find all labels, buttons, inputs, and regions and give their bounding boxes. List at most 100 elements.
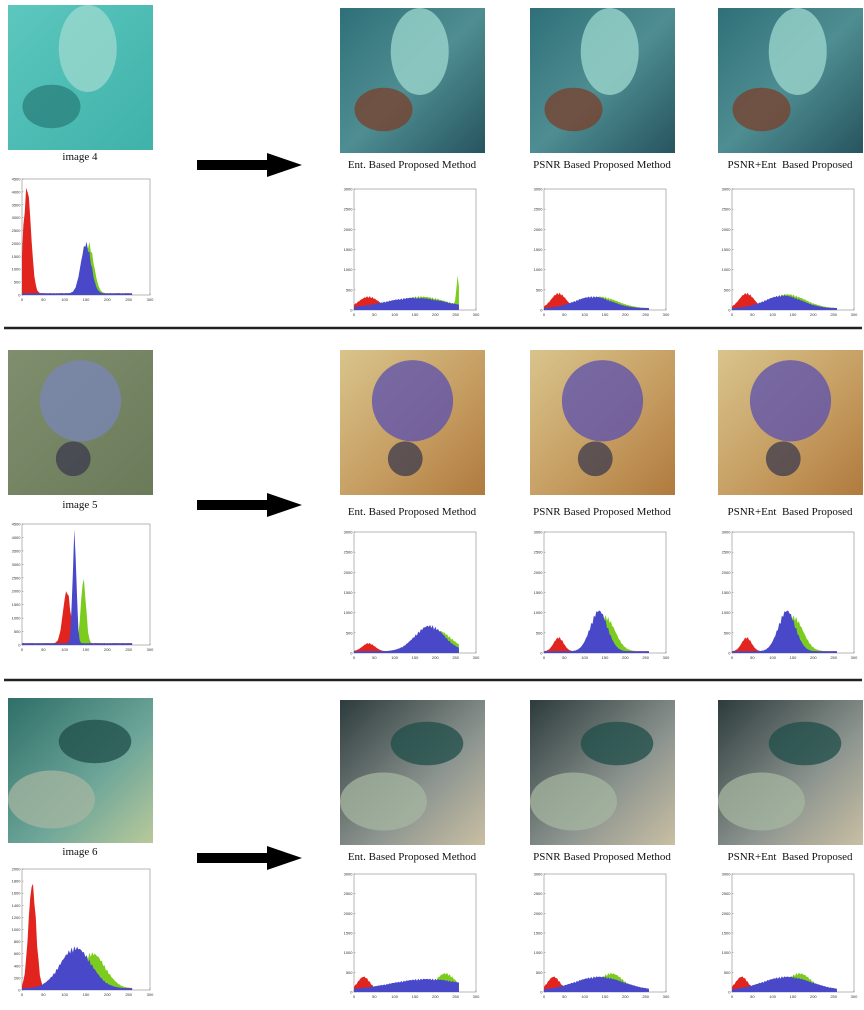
y-tick-label: 2000 xyxy=(534,570,544,575)
page: {"rows": [ {"input": {"label": "image 4"… xyxy=(0,0,864,1005)
y-tick-label: 2000 xyxy=(344,570,354,575)
x-tick-label: 300 xyxy=(473,994,480,999)
x-tick-label: 50 xyxy=(41,992,46,997)
x-tick-label: 100 xyxy=(61,992,68,997)
method-caption: Ent. Based Proposed Method xyxy=(348,506,477,518)
y-tick-label: 500 xyxy=(724,970,731,975)
y-tick-label: 1500 xyxy=(344,931,354,936)
x-tick-label: 200 xyxy=(104,647,111,652)
y-tick-label: 2000 xyxy=(344,911,354,916)
x-tick-label: 100 xyxy=(769,312,776,317)
photo-detail xyxy=(23,85,81,129)
y-tick-label: 500 xyxy=(346,287,353,292)
arrow xyxy=(197,846,302,870)
x-tick-label: 50 xyxy=(41,647,46,652)
y-tick-label: 2500 xyxy=(344,207,354,212)
arrow xyxy=(197,493,302,517)
photo-detail xyxy=(8,771,95,829)
photo-detail xyxy=(391,722,464,766)
x-tick-label: 250 xyxy=(452,655,459,660)
x-tick-label: 150 xyxy=(83,647,90,652)
y-tick-label: 3000 xyxy=(344,530,354,535)
x-tick-label: 250 xyxy=(642,312,649,317)
y-tick-label: 3500 xyxy=(12,548,22,553)
x-tick-label: 100 xyxy=(769,655,776,660)
y-tick-label: 600 xyxy=(14,951,21,956)
y-tick-label: 2000 xyxy=(722,911,732,916)
y-tick-label: 1000 xyxy=(344,267,354,272)
x-tick-label: 100 xyxy=(391,655,398,660)
x-tick-label: 300 xyxy=(663,312,670,317)
y-tick-label: 1400 xyxy=(12,903,22,908)
input-label: image 4 xyxy=(62,151,98,163)
y-tick-label: 2500 xyxy=(722,550,732,555)
y-tick-label: 4500 xyxy=(12,177,22,182)
y-tick-label: 1000 xyxy=(12,267,22,272)
plot-area xyxy=(544,189,666,310)
x-tick-label: 100 xyxy=(61,647,68,652)
x-tick-label: 100 xyxy=(581,655,588,660)
y-tick-label: 2500 xyxy=(344,550,354,555)
y-tick-label: 3000 xyxy=(344,872,354,877)
method-caption: Ent. Based Proposed Method xyxy=(348,159,477,171)
x-tick-label: 300 xyxy=(851,994,858,999)
method-caption: PSNR Based Proposed Method xyxy=(533,506,671,518)
x-tick-label: 300 xyxy=(147,647,154,652)
x-tick-label: 150 xyxy=(83,992,90,997)
plot-area xyxy=(544,874,666,992)
x-tick-label: 250 xyxy=(830,655,837,660)
plot-area xyxy=(354,874,476,992)
x-tick-label: 50 xyxy=(372,312,377,317)
x-tick-label: 150 xyxy=(83,297,90,302)
x-tick-label: 0 xyxy=(353,655,356,660)
y-tick-label: 800 xyxy=(14,939,21,944)
arrow xyxy=(197,153,302,177)
plot-area xyxy=(354,532,476,653)
photo-detail xyxy=(578,441,613,476)
x-tick-label: 200 xyxy=(104,992,111,997)
y-tick-label: 1000 xyxy=(722,267,732,272)
x-tick-label: 50 xyxy=(750,994,755,999)
x-tick-label: 50 xyxy=(372,655,377,660)
photo-detail xyxy=(388,441,423,476)
y-tick-label: 500 xyxy=(346,970,353,975)
x-tick-label: 100 xyxy=(769,994,776,999)
y-tick-label: 2500 xyxy=(12,228,22,233)
method-caption: PSNR Based Proposed Method xyxy=(533,851,671,863)
x-tick-label: 50 xyxy=(750,312,755,317)
y-tick-label: 1500 xyxy=(344,590,354,595)
y-tick-label: 2500 xyxy=(722,207,732,212)
y-tick-label: 500 xyxy=(14,629,21,634)
y-tick-label: 1000 xyxy=(344,610,354,615)
y-tick-label: 2000 xyxy=(722,570,732,575)
y-tick-label: 2500 xyxy=(534,207,544,212)
x-tick-label: 50 xyxy=(750,655,755,660)
x-tick-label: 150 xyxy=(412,994,419,999)
y-tick-label: 1500 xyxy=(534,247,544,252)
y-tick-label: 2500 xyxy=(722,891,732,896)
x-tick-label: 0 xyxy=(353,312,356,317)
x-tick-label: 150 xyxy=(602,312,609,317)
y-tick-label: 400 xyxy=(14,963,21,968)
x-tick-label: 0 xyxy=(731,655,734,660)
photo-detail xyxy=(340,773,427,831)
y-tick-label: 1000 xyxy=(534,610,544,615)
input-label: image 6 xyxy=(62,846,98,858)
x-tick-label: 50 xyxy=(41,297,46,302)
y-tick-label: 500 xyxy=(536,287,543,292)
x-tick-label: 150 xyxy=(412,312,419,317)
photo-detail xyxy=(733,88,791,132)
x-tick-label: 200 xyxy=(432,655,439,660)
y-tick-label: 2000 xyxy=(12,867,22,872)
x-tick-label: 100 xyxy=(391,994,398,999)
y-tick-label: 2000 xyxy=(534,227,544,232)
x-tick-label: 50 xyxy=(562,312,567,317)
y-tick-label: 500 xyxy=(14,280,21,285)
method-caption: PSNR Based Proposed Method xyxy=(533,159,671,171)
x-tick-label: 300 xyxy=(663,655,670,660)
x-tick-label: 150 xyxy=(790,655,797,660)
x-tick-label: 300 xyxy=(851,655,858,660)
photo-detail xyxy=(545,88,603,132)
photo-detail xyxy=(581,722,654,766)
y-tick-label: 3000 xyxy=(534,872,544,877)
